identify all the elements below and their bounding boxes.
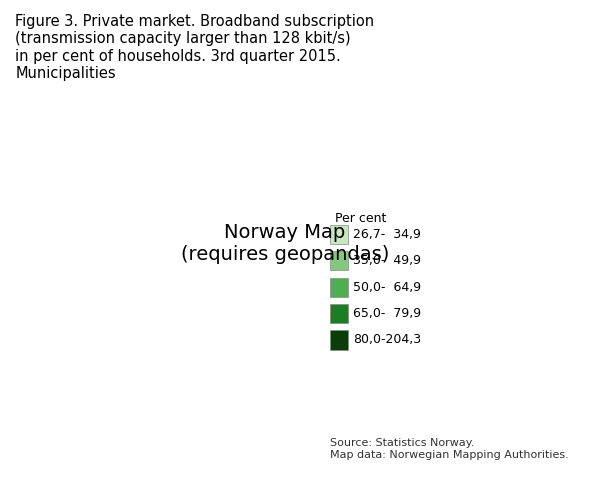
Text: 50,0-  64,9: 50,0- 64,9 [353, 281, 421, 294]
Bar [330, 330, 348, 349]
Text: Norway Map
(requires geopandas): Norway Map (requires geopandas) [181, 224, 389, 264]
Bar [330, 225, 348, 244]
Text: Source: Statistics Norway.
Map data: Norwegian Mapping Authorities.: Source: Statistics Norway. Map data: Nor… [330, 438, 569, 460]
Text: Figure 3. Private market. Broadband subscription
(transmission capacity larger t: Figure 3. Private market. Broadband subs… [15, 14, 375, 81]
Text: 65,0-  79,9: 65,0- 79,9 [353, 307, 421, 320]
Text: 26,7-  34,9: 26,7- 34,9 [353, 228, 421, 241]
Bar [330, 251, 348, 270]
Text: Per cent: Per cent [336, 212, 387, 225]
Text: 80,0-204,3: 80,0-204,3 [353, 333, 421, 346]
Text: 35,0-  49,9: 35,0- 49,9 [353, 254, 421, 267]
Bar [330, 304, 348, 323]
Bar [330, 278, 348, 297]
